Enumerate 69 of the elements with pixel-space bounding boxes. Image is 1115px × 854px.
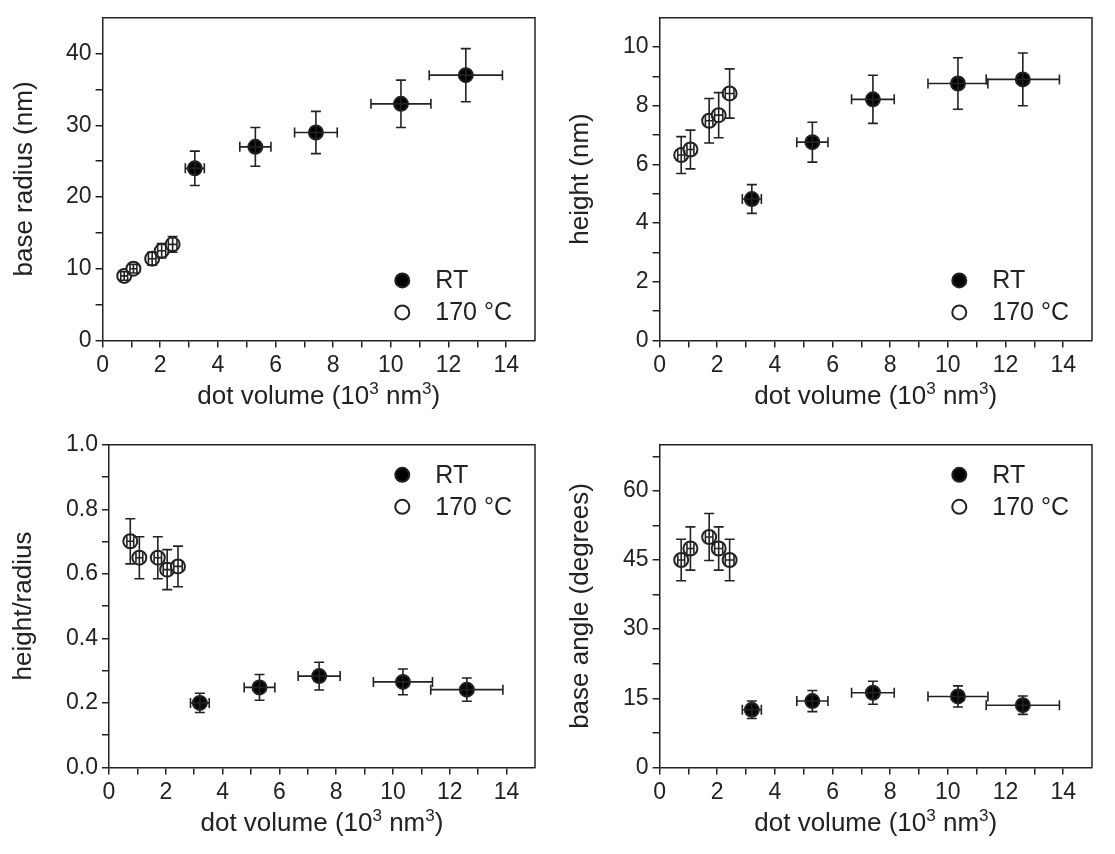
x-tick-label: 2	[159, 777, 173, 804]
legend-label: RT	[435, 459, 469, 488]
x-tick-label: 6	[826, 777, 839, 804]
y-tick-label: 8	[635, 91, 649, 118]
y-tick-label: 0	[78, 325, 92, 352]
x-tick-label: 0	[102, 777, 116, 804]
x-axis-title: dot volume (10$^{3}$ nm$^{3}$)	[200, 806, 444, 838]
x-tick-label: 2	[710, 777, 724, 804]
x-tick-label: 10	[935, 350, 961, 377]
y-tick-label: 0.0	[65, 752, 98, 779]
x-tick-label: 10	[378, 350, 404, 377]
legend-label: 170 °C	[992, 491, 1070, 520]
x-tick-label: 4	[211, 350, 225, 377]
y-tick-label: 40	[65, 38, 92, 65]
legend-label: 170 °C	[435, 491, 513, 520]
legend-label: RT	[435, 265, 469, 294]
x-tick-label: 2	[710, 350, 724, 377]
x-tick-label: 12	[992, 350, 1019, 377]
y-axis-title: height (nm)	[563, 113, 594, 245]
legend-label: 170 °C	[992, 297, 1070, 326]
x-tick-label: 8	[329, 777, 343, 804]
x-tick-label: 8	[326, 350, 340, 377]
y-axis-title: base angle (degrees)	[563, 483, 594, 729]
y-axis-title: base radius (nm)	[7, 81, 38, 277]
y-tick-label: 10	[65, 254, 92, 281]
y-tick-label: 2	[635, 267, 649, 294]
legend-label: RT	[992, 265, 1026, 294]
y-tick-label: 0.8	[65, 494, 98, 521]
legend-label: 170 °C	[435, 297, 513, 326]
legend-label: RT	[992, 459, 1026, 488]
y-tick-label: 4	[635, 208, 649, 235]
x-axis-title: dot volume (10$^{3}$ nm$^{3}$)	[754, 379, 998, 411]
x-tick-label: 12	[437, 777, 463, 804]
x-tick-label: 4	[768, 777, 782, 804]
y-tick-label: 0.6	[65, 559, 98, 586]
x-tick-label: 4	[768, 350, 782, 377]
y-tick-label: 0.4	[65, 623, 99, 650]
y-tick-label: 0	[635, 752, 649, 779]
y-tick-label: 10	[622, 32, 649, 59]
x-tick-label: 14	[1050, 777, 1077, 804]
y-tick-label: 20	[65, 182, 92, 209]
x-tick-label: 10	[380, 777, 406, 804]
y-tick-label: 30	[622, 614, 649, 641]
y-tick-label: 60	[622, 476, 649, 503]
x-tick-label: 12	[435, 350, 462, 377]
x-tick-label: 0	[653, 350, 666, 377]
x-tick-label: 14	[493, 350, 520, 377]
x-axis-title: dot volume (10$^{3}$ nm$^{3}$)	[754, 806, 998, 838]
y-tick-label: 0.2	[65, 688, 98, 715]
x-tick-label: 0	[653, 777, 666, 804]
x-tick-label: 4	[216, 777, 230, 804]
x-tick-label: 6	[272, 777, 286, 804]
y-tick-label: 15	[622, 683, 649, 710]
x-tick-label: 6	[826, 350, 839, 377]
y-tick-label: 6	[635, 149, 649, 176]
x-tick-label: 8	[883, 350, 897, 377]
y-tick-label: 30	[65, 110, 92, 137]
y-tick-label: 1.0	[65, 430, 98, 457]
x-tick-label: 8	[883, 777, 897, 804]
x-axis-title: dot volume (10$^{3}$ nm$^{3}$)	[197, 379, 441, 411]
y-tick-label: 45	[622, 545, 649, 572]
x-tick-label: 10	[935, 777, 961, 804]
y-tick-label: 0	[635, 325, 649, 352]
x-tick-label: 12	[992, 777, 1019, 804]
x-tick-label: 6	[269, 350, 282, 377]
y-axis-title: height/radius	[6, 531, 37, 681]
x-tick-label: 14	[1050, 350, 1077, 377]
x-tick-label: 14	[493, 777, 520, 804]
x-tick-label: 2	[153, 350, 167, 377]
